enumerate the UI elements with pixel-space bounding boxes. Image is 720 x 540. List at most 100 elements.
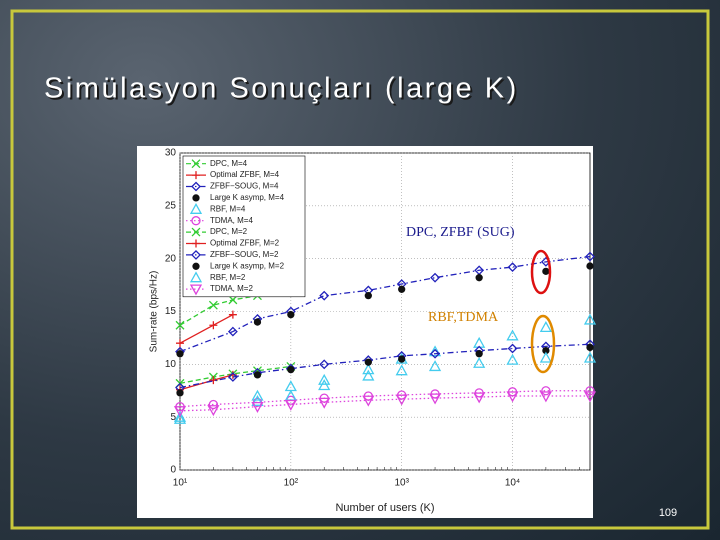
marker xyxy=(362,395,375,407)
slide-title-shadow: Simülasyon Sonuçları (large K) xyxy=(46,75,521,107)
legend-label: Optimal ZFBF, M=2 xyxy=(210,239,280,248)
marker xyxy=(539,351,552,363)
marker xyxy=(287,365,295,374)
marker xyxy=(209,321,218,330)
legend-label: ZFBF−SOUG, M=2 xyxy=(210,250,279,259)
legend-label: TDMA, M=4 xyxy=(210,216,253,225)
marker xyxy=(253,318,262,326)
series-line xyxy=(179,343,591,389)
marker xyxy=(284,399,297,411)
marker xyxy=(475,350,483,358)
series-line xyxy=(179,365,291,384)
legend-label: Large K asymp, M=2 xyxy=(210,261,285,270)
marker xyxy=(251,389,264,401)
marker xyxy=(208,399,219,410)
marker xyxy=(207,405,220,417)
marker xyxy=(251,401,264,413)
marker xyxy=(176,339,184,348)
y-tick-label: 30 xyxy=(165,148,177,159)
y-tick-label: 0 xyxy=(170,465,176,476)
y-axis-label: Sum-rate (bps/Hz) xyxy=(149,271,160,353)
marker xyxy=(539,391,552,403)
marker xyxy=(228,295,238,305)
marker xyxy=(506,353,519,365)
marker xyxy=(192,171,200,180)
highlight-ellipse xyxy=(530,249,552,295)
marker xyxy=(583,391,597,403)
marker xyxy=(362,369,375,381)
marker xyxy=(191,159,201,169)
marker xyxy=(191,227,201,237)
marker xyxy=(191,216,201,226)
marker xyxy=(173,412,187,424)
marker xyxy=(473,392,486,404)
annotation: RBF,TDMA xyxy=(428,310,499,325)
y-tick-label: 5 xyxy=(170,412,176,423)
series-line xyxy=(179,255,591,353)
x-axis-label: Number of users (K) xyxy=(335,502,434,514)
marker xyxy=(395,364,408,376)
marker xyxy=(192,262,200,270)
marker xyxy=(542,267,550,275)
marker xyxy=(507,262,518,273)
marker xyxy=(173,410,187,422)
marker xyxy=(287,311,295,319)
chart: 0 5 10 15 20 25 30 10¹ 10² 10³ 10⁴ Number of users … xyxy=(149,148,597,514)
slide-title: Simülasyon Sonuçları (large K) xyxy=(44,73,519,105)
x-tick-label: 10³ xyxy=(394,478,409,489)
marker xyxy=(586,343,594,352)
marker xyxy=(228,310,237,319)
marker xyxy=(506,329,519,341)
series-line xyxy=(179,395,590,412)
highlight-ellipse xyxy=(530,314,556,374)
legend-label: ZFBF−SOUG, M=4 xyxy=(210,182,279,191)
annotation: DPC, ZFBF (SUG) xyxy=(406,225,515,240)
x-tick-label: 10¹ xyxy=(173,478,188,489)
marker xyxy=(173,406,187,418)
marker xyxy=(539,321,552,333)
marker xyxy=(192,239,200,248)
marker xyxy=(398,355,406,363)
legend: DPC, M=4 Optimal ZFBF, M=4 ZFBF−SOUG, M=4 L… xyxy=(182,155,306,298)
legend-label: RBF, M=2 xyxy=(210,273,246,282)
marker xyxy=(227,372,238,382)
marker xyxy=(428,360,442,372)
x-tick-label: 10² xyxy=(284,478,299,489)
x-tick-label: 10⁴ xyxy=(505,478,520,489)
series-line xyxy=(179,390,590,408)
marker xyxy=(364,291,372,300)
marker xyxy=(189,284,203,296)
marker xyxy=(175,320,185,330)
marker xyxy=(506,391,519,403)
marker xyxy=(191,181,201,192)
marker xyxy=(475,274,483,282)
marker xyxy=(319,359,330,370)
marker xyxy=(253,371,262,379)
marker xyxy=(251,394,264,406)
marker xyxy=(507,343,518,354)
y-tick-label: 15 xyxy=(165,306,177,317)
legend-label: RBF, M=4 xyxy=(210,204,246,213)
marker xyxy=(318,397,331,409)
marker xyxy=(192,194,200,202)
marker xyxy=(586,262,594,270)
marker xyxy=(398,285,406,293)
y-tick-label: 10 xyxy=(165,359,177,370)
marker xyxy=(191,249,201,260)
y-tick-label: 20 xyxy=(165,253,177,264)
legend-label: Large K asymp, M=4 xyxy=(210,193,285,202)
legend-label: DPC, M=2 xyxy=(210,227,248,236)
legend-box xyxy=(182,155,306,298)
marker xyxy=(430,272,440,283)
marker xyxy=(585,251,595,262)
y-tick-label: 25 xyxy=(165,200,177,211)
marker xyxy=(227,326,238,337)
slide-border xyxy=(10,9,710,530)
marker xyxy=(583,351,597,363)
legend-label: Optimal ZFBF, M=4 xyxy=(210,170,280,179)
marker xyxy=(430,348,440,359)
marker xyxy=(189,271,203,283)
marker xyxy=(362,363,375,375)
marker xyxy=(319,290,330,301)
